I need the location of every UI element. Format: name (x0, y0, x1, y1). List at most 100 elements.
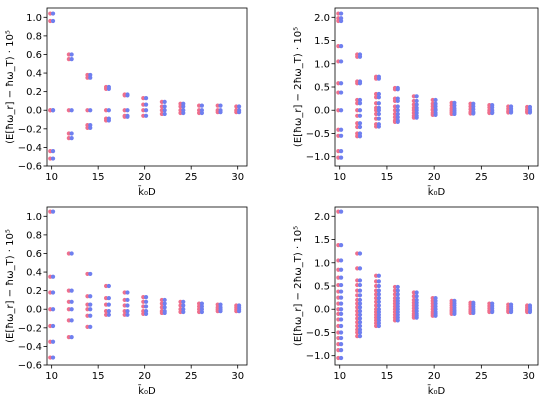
data-point-b (143, 113, 149, 118)
data-point-b (181, 110, 186, 116)
data-point-b (527, 309, 533, 315)
data-point-b (339, 311, 344, 316)
data-point-b (339, 258, 344, 263)
data-point-b (376, 76, 381, 81)
data-point-b (357, 97, 363, 103)
data-point-b (395, 292, 400, 297)
data-point-b (395, 288, 400, 293)
data-point-b (414, 315, 419, 320)
data-point-b (527, 110, 533, 115)
panel-1: 10 15 20 25 30 −0.6 −0.4 −0.2 0.0 0.2 0.4 0.6 0.8 1.0… (5, 7, 248, 198)
data-point-b (162, 99, 167, 104)
data-point-b (376, 91, 381, 97)
y-tick-label: 0.5 (314, 282, 330, 293)
data-point-b (357, 282, 363, 288)
data-point-b (433, 97, 438, 103)
data-point-b (69, 131, 74, 136)
data-point-b (339, 355, 344, 361)
data-point-b (236, 104, 242, 109)
y-tick-label: −0.4 (18, 342, 42, 353)
data-point-b (69, 136, 74, 141)
x-tick-label: 25 (185, 172, 198, 183)
data-point-b (376, 273, 381, 278)
data-point-b (339, 323, 344, 329)
data-point-b (376, 283, 381, 289)
data-point-b (357, 121, 363, 126)
data-point-b (69, 288, 74, 293)
plot-frame (46, 206, 248, 366)
data-point-b (69, 108, 74, 113)
data-point-b (414, 290, 419, 295)
data-point-b (199, 309, 204, 315)
data-point-b (125, 290, 130, 295)
data-point-b (376, 124, 381, 129)
data-point-b (50, 339, 56, 344)
data-point-b (395, 318, 400, 323)
data-point-b (357, 81, 363, 86)
data-point-b (339, 301, 344, 306)
data-point-b (339, 341, 344, 347)
data-point-b (236, 109, 242, 115)
plot-frame (46, 7, 248, 167)
x-tick-label: 10 (45, 371, 58, 382)
y-axis-label: (E[ħω_r] − ħω_T) · 10⁵ (5, 229, 16, 343)
x-tick-label: 20 (428, 172, 441, 183)
data-point-b (106, 283, 111, 289)
data-point-b (339, 307, 344, 312)
data-point-b (339, 81, 344, 86)
y-tick-label: 0.0 (26, 305, 42, 316)
data-point-b (106, 308, 111, 314)
y-tick-label: −0.6 (18, 162, 42, 173)
data-point-b (199, 110, 204, 116)
data-point-b (339, 267, 344, 272)
data-point-b (339, 335, 344, 341)
data-point-b (88, 108, 93, 113)
y-tick-label: 0.4 (26, 69, 42, 80)
y-tick-label: 0.6 (26, 50, 42, 61)
x-tick-label: 30 (231, 172, 244, 183)
data-point-b (339, 282, 344, 288)
data-point-b (376, 288, 381, 293)
data-point-b (143, 299, 149, 304)
data-point-b (376, 299, 381, 304)
data-point-b (376, 111, 381, 117)
x-tick-label: 15 (92, 371, 105, 382)
data-point-b (143, 102, 149, 107)
plot-frame (334, 7, 539, 167)
panel-4: 10 15 20 25 30 −1.0 −0.5 0.0 0.5 1.0 1.5 2.0 k̄₀D (E[… (293, 206, 539, 397)
x-tick-label: 10 (45, 172, 58, 183)
data-point-b (339, 59, 344, 64)
data-point-b (357, 293, 363, 298)
y-tick-label: 1.0 (314, 59, 330, 70)
y-tick-label: 1.5 (314, 235, 330, 246)
x-tick-label: 20 (138, 371, 151, 382)
data-point-b (339, 127, 344, 132)
data-point-b (50, 355, 56, 360)
x-tick-label: 20 (428, 371, 441, 382)
data-point-b (339, 18, 344, 24)
data-point-b (452, 311, 457, 316)
data-point-b (199, 103, 204, 108)
y-tick-label: 0.0 (314, 305, 330, 316)
data-point-b (143, 311, 149, 316)
data-point-b (143, 295, 149, 300)
y-tick-label: −0.4 (18, 143, 42, 154)
data-point-b (490, 309, 495, 315)
x-tick-label: 25 (185, 371, 198, 382)
data-point-b (50, 156, 56, 161)
data-point-b (433, 313, 438, 318)
data-point-b (357, 320, 363, 325)
data-point-b (357, 113, 363, 118)
data-point-b (181, 309, 186, 315)
data-point-b (125, 297, 130, 303)
y-tick-label: −0.2 (18, 323, 42, 334)
y-tick-label: 2.0 (314, 212, 330, 223)
x-tick-label: 30 (522, 371, 535, 382)
data-point-b (125, 93, 130, 98)
data-point-b (162, 111, 167, 117)
data-point-b (339, 295, 344, 300)
data-point-b (339, 90, 344, 95)
data-point-b (395, 284, 400, 290)
data-point-b (357, 134, 363, 139)
